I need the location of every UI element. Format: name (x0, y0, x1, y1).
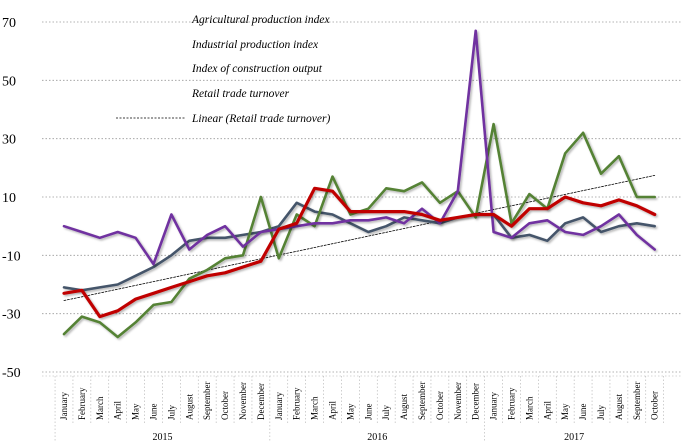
x-tick-label: September (632, 382, 642, 421)
x-tick-label: November (453, 382, 463, 420)
y-tick-label: 10 (2, 191, 16, 206)
legend-label: Industrial production index (191, 39, 319, 51)
series-line-linear-retail-trade-turnover (63, 174, 656, 301)
x-tick-label: October (435, 391, 445, 420)
y-axis: 70 50 30 10 -10 -30 -50 (2, 16, 21, 381)
y-tick-label: 50 (2, 74, 16, 89)
x-tick-label: February (507, 387, 517, 420)
x-tick-label: March (524, 396, 534, 420)
legend: Agricultural production index Industrial … (116, 14, 330, 125)
x-tick-label: May (131, 403, 141, 420)
legend-label: Linear (Retail trade turnover) (191, 113, 330, 125)
x-tick-label: October (650, 391, 660, 420)
x-tick-label: February (292, 387, 302, 420)
x-axis: January February March April May June July Augu… (42, 375, 682, 442)
x-tick-label: January (489, 392, 499, 420)
legend-label: Index of construction output (191, 63, 323, 75)
year-label: 2015 (152, 432, 172, 442)
x-tick-label: September (417, 382, 427, 421)
x-tick-label: June (578, 403, 588, 420)
x-tick-label: December (256, 383, 266, 420)
x-tick-label: August (614, 393, 624, 420)
x-tick-label: March (310, 396, 320, 420)
x-tick-label: April (113, 401, 123, 420)
legend-label: Retail trade turnover (191, 88, 290, 100)
x-tick-label: January (274, 392, 284, 420)
x-tick-label: February (77, 387, 87, 420)
x-tick-label: August (184, 393, 194, 420)
x-tick-label: March (95, 396, 105, 420)
x-tick-label: October (220, 391, 230, 420)
x-tick-label: June (149, 403, 159, 420)
x-tick-label: July (381, 404, 391, 420)
series-line-agricultural-production-index (62, 29, 657, 266)
y-tick-label: -50 (2, 366, 21, 381)
y-tick-label: 30 (2, 133, 16, 148)
legend-label: Agricultural production index (191, 14, 330, 26)
year-label: 2016 (367, 432, 387, 442)
gridlines (42, 21, 682, 373)
y-tick-label: -10 (2, 249, 21, 264)
x-tick-label: November (238, 382, 248, 420)
x-tick-label: December (471, 383, 481, 420)
y-tick-label: 70 (2, 16, 16, 31)
series-line-retail-trade-turnover (62, 186, 657, 319)
x-tick-label: April (328, 401, 338, 420)
series-lines (62, 29, 657, 339)
series-line-industrial-production-index (62, 201, 657, 292)
y-tick-label: -30 (2, 308, 21, 323)
x-tick-label: January (59, 392, 69, 420)
x-tick-label: April (542, 401, 552, 420)
series-line-index-of-construction-output (62, 122, 657, 339)
year-label: 2017 (564, 432, 584, 442)
x-tick-label: September (202, 382, 212, 421)
x-tick-label: July (596, 404, 606, 420)
x-tick-label: August (399, 393, 409, 420)
x-tick-label: July (166, 404, 176, 420)
x-tick-label: May (345, 403, 355, 420)
x-tick-label: May (560, 403, 570, 420)
x-tick-label: June (363, 403, 373, 420)
